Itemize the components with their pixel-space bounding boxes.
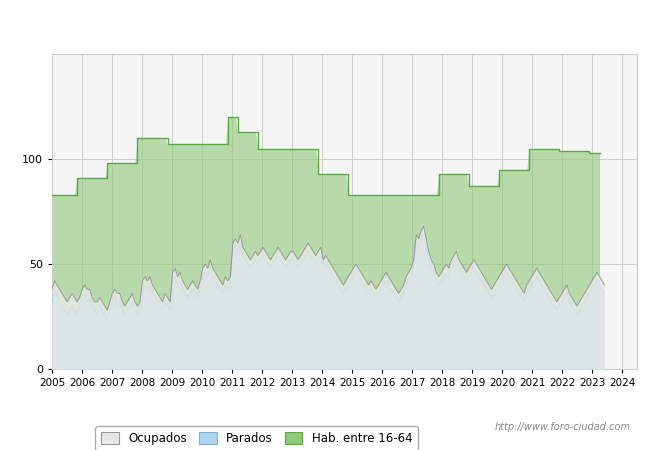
Text: Albanyà - Evolucion de la poblacion en edad de Trabajar Mayo de 2024: Albanyà - Evolucion de la poblacion en e… [53,17,597,33]
Text: http://www.foro-ciudad.com: http://www.foro-ciudad.com [495,422,630,432]
Legend: Ocupados, Parados, Hab. entre 16-64: Ocupados, Parados, Hab. entre 16-64 [96,427,418,450]
